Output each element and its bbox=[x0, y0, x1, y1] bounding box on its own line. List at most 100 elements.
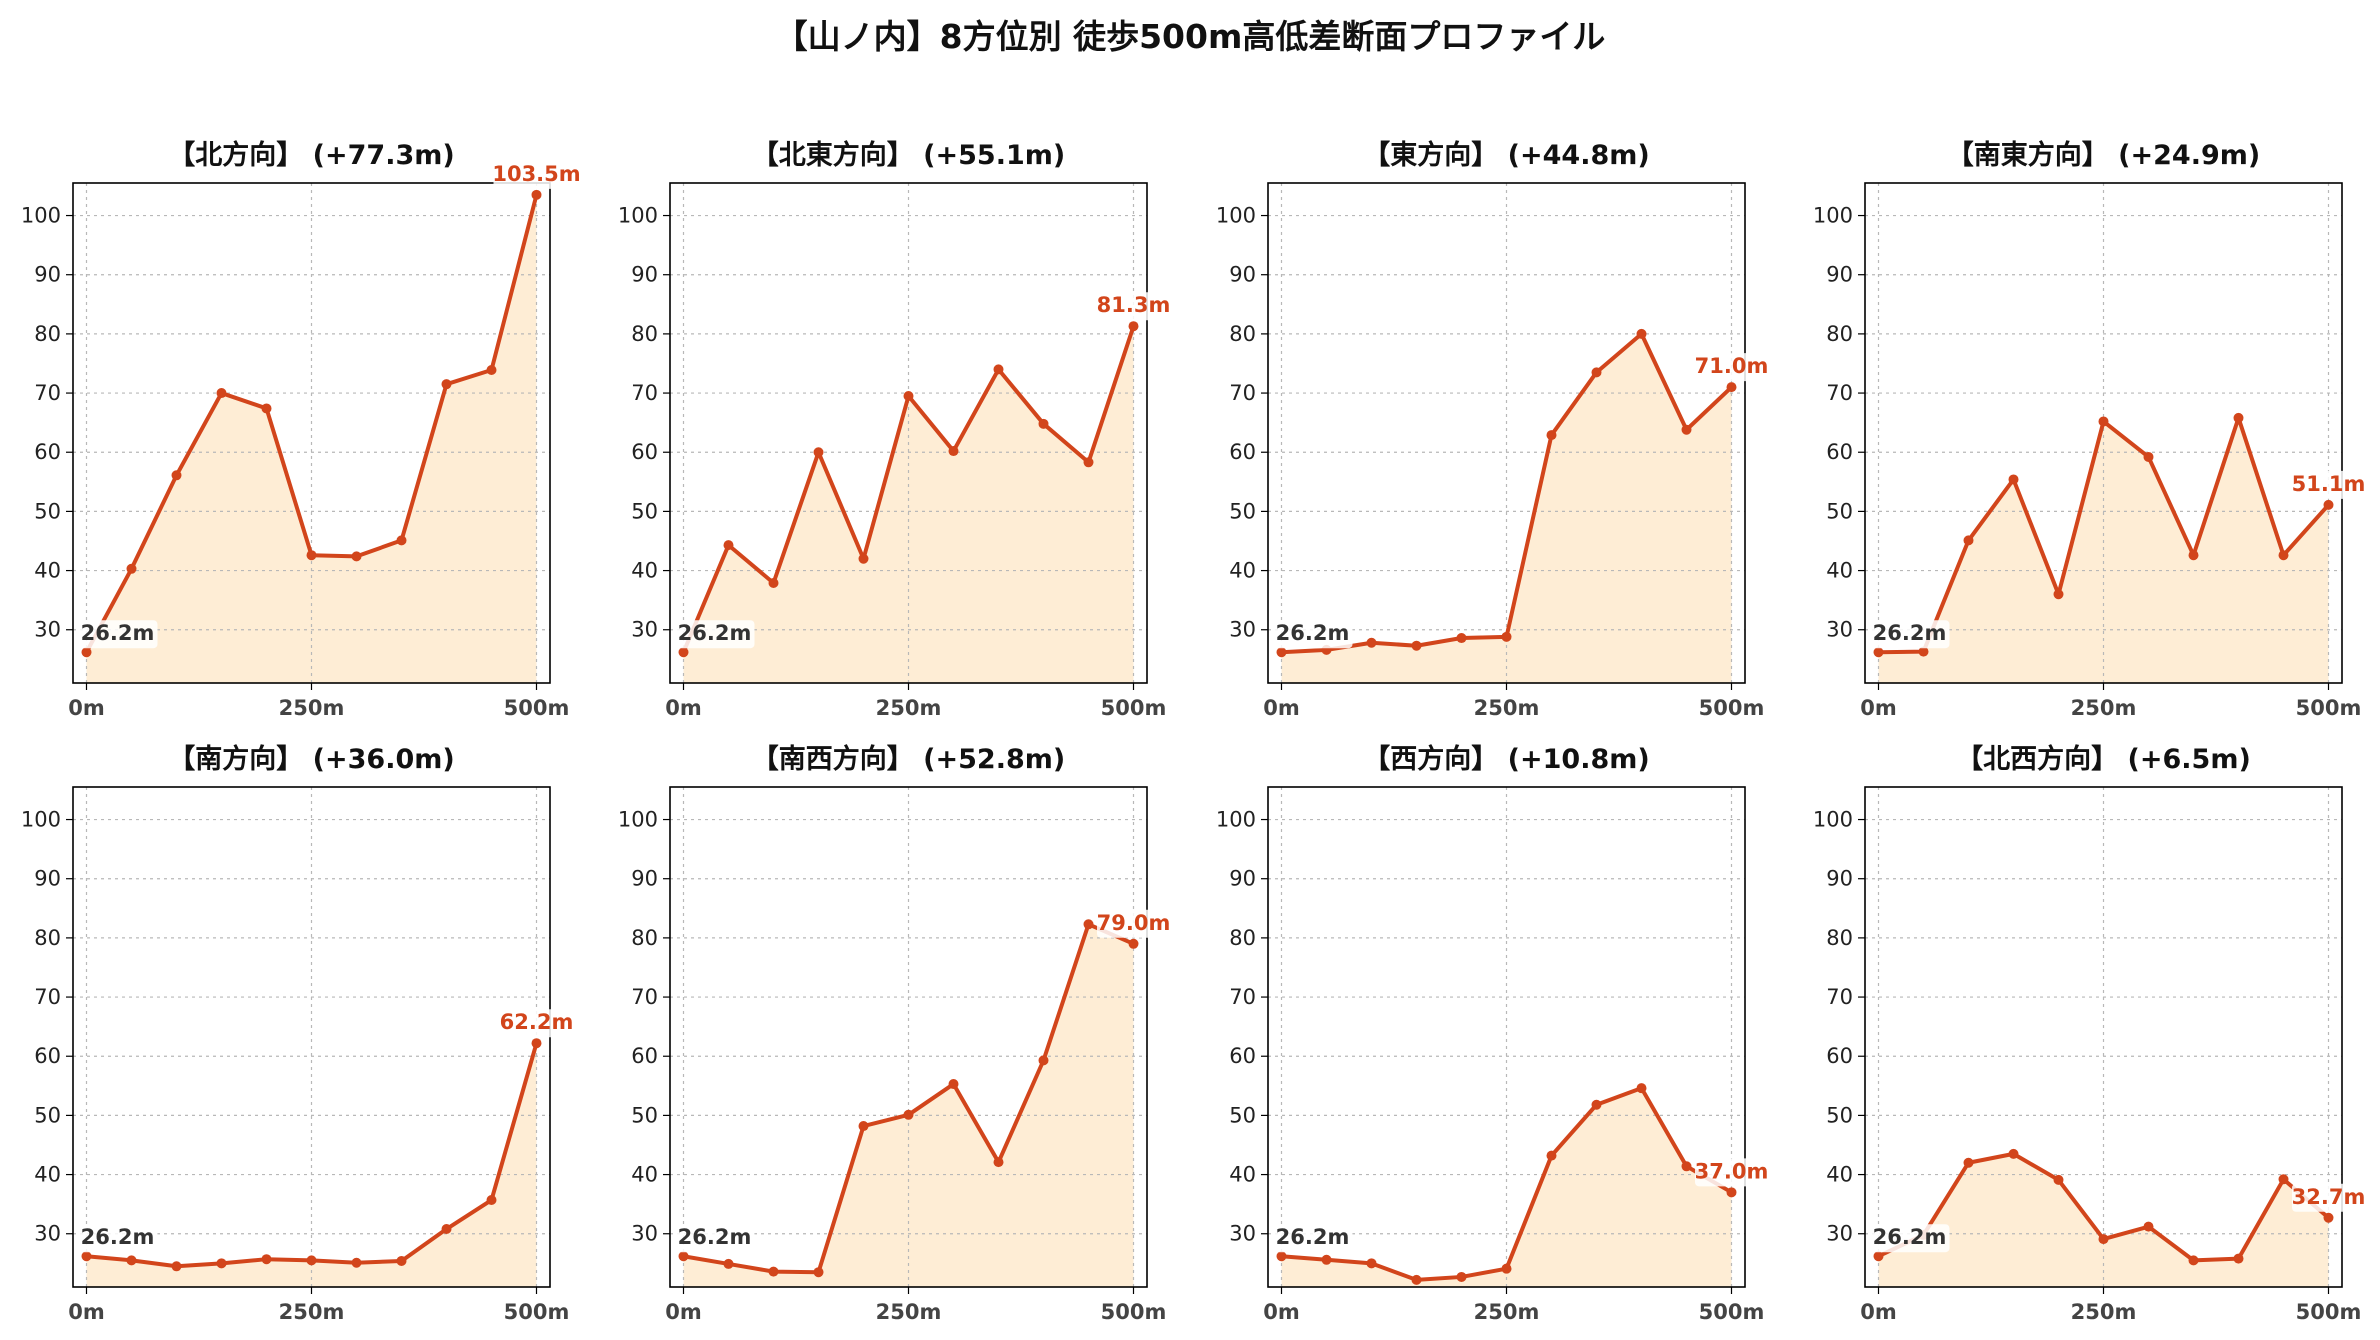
data-point bbox=[1276, 1251, 1287, 1262]
start-label: 26.2m bbox=[81, 621, 155, 645]
data-point bbox=[858, 1121, 869, 1132]
x-tick-label: 250m bbox=[279, 696, 345, 720]
data-point bbox=[351, 1257, 362, 1268]
y-tick-label: 40 bbox=[34, 559, 61, 583]
data-point bbox=[216, 1258, 227, 1269]
start-label: 26.2m bbox=[81, 1225, 155, 1249]
data-point bbox=[813, 1267, 824, 1278]
x-tick-label: 0m bbox=[665, 1300, 702, 1324]
y-tick-label: 60 bbox=[631, 1044, 658, 1068]
y-tick-label: 70 bbox=[1826, 381, 1853, 405]
y-tick-label: 100 bbox=[1813, 204, 1853, 228]
y-tick-label: 70 bbox=[34, 381, 61, 405]
y-tick-label: 90 bbox=[34, 867, 61, 891]
x-tick-label: 500m bbox=[1101, 696, 1167, 720]
data-point bbox=[531, 1038, 542, 1049]
data-point bbox=[1411, 1274, 1422, 1285]
end-label: 71.0m bbox=[1695, 354, 1769, 378]
end-label: 62.2m bbox=[500, 1010, 574, 1034]
area-fill bbox=[1281, 333, 1732, 683]
data-point bbox=[768, 1266, 779, 1277]
start-label-box bbox=[77, 620, 158, 649]
data-point bbox=[441, 379, 452, 390]
y-tick-label: 50 bbox=[631, 499, 658, 523]
y-tick-label: 60 bbox=[1826, 1044, 1853, 1068]
y-tick-label: 100 bbox=[1813, 808, 1853, 832]
data-point bbox=[1501, 631, 1512, 642]
start-label: 26.2m bbox=[1873, 621, 1947, 645]
end-label-box bbox=[1097, 292, 1170, 321]
subplot-3: 30 40 50 60 70 80 90 100 0m 250m 500m 【東方向】 (+44.8m… bbox=[1216, 139, 1768, 720]
y-tick-label: 80 bbox=[631, 322, 658, 346]
y-tick-label: 90 bbox=[1229, 867, 1256, 891]
area-fill bbox=[1878, 1153, 2329, 1287]
data-point bbox=[2053, 1174, 2064, 1185]
y-tick-label: 90 bbox=[1229, 263, 1256, 287]
data-point bbox=[306, 1255, 317, 1266]
data-point bbox=[171, 1261, 182, 1272]
start-label-box bbox=[674, 1224, 755, 1253]
data-point bbox=[1591, 367, 1602, 378]
data-point bbox=[486, 364, 497, 375]
x-tick-label: 500m bbox=[2296, 696, 2362, 720]
data-point bbox=[768, 578, 779, 588]
data-point bbox=[2053, 589, 2064, 600]
x-tick-label: 0m bbox=[68, 696, 105, 720]
y-tick-label: 70 bbox=[631, 985, 658, 1009]
data-point bbox=[678, 1251, 689, 1262]
data-point bbox=[531, 189, 542, 200]
x-tick-label: 250m bbox=[2071, 1300, 2137, 1324]
data-point bbox=[1726, 1187, 1737, 1198]
end-label-box bbox=[500, 1009, 573, 1038]
x-tick-label: 250m bbox=[1474, 1300, 1540, 1324]
subplot-5: 30 40 50 60 70 80 90 100 0m 250m 500m 【南方向】 (+36.0m… bbox=[21, 743, 573, 1324]
y-tick-label: 80 bbox=[1229, 322, 1256, 346]
data-point bbox=[1456, 1271, 1467, 1282]
end-label: 51.1m bbox=[2292, 472, 2366, 496]
y-tick-label: 60 bbox=[1229, 1044, 1256, 1068]
data-point bbox=[1681, 424, 1692, 435]
x-tick-label: 500m bbox=[1101, 1300, 1167, 1324]
y-tick-label: 100 bbox=[618, 204, 658, 228]
end-label: 103.5m bbox=[492, 162, 580, 186]
start-label-box bbox=[674, 620, 755, 649]
y-tick-label: 70 bbox=[1229, 381, 1256, 405]
data-point bbox=[678, 647, 689, 658]
data-point bbox=[2098, 1234, 2109, 1245]
x-tick-label: 500m bbox=[1699, 1300, 1765, 1324]
y-tick-label: 40 bbox=[1229, 559, 1256, 583]
y-tick-label: 30 bbox=[1826, 618, 1853, 642]
data-point bbox=[1128, 938, 1139, 949]
x-tick-label: 250m bbox=[876, 696, 942, 720]
start-label: 26.2m bbox=[678, 621, 752, 645]
area-fill bbox=[683, 326, 1134, 683]
data-point bbox=[486, 1195, 497, 1206]
y-tick-label: 80 bbox=[34, 926, 61, 950]
data-point bbox=[948, 1079, 959, 1090]
subplot-title: 【南西方向】 (+52.8m) bbox=[752, 743, 1065, 775]
end-label-box bbox=[1695, 353, 1768, 382]
y-tick-label: 100 bbox=[21, 204, 61, 228]
data-point bbox=[216, 388, 227, 399]
end-label-box bbox=[1097, 909, 1170, 938]
data-point bbox=[126, 1255, 137, 1266]
start-label-box bbox=[1869, 620, 1950, 649]
y-tick-label: 100 bbox=[21, 808, 61, 832]
data-point bbox=[81, 1251, 92, 1262]
data-point bbox=[306, 550, 317, 561]
x-tick-label: 0m bbox=[1860, 696, 1897, 720]
data-point bbox=[993, 1157, 1004, 1168]
y-tick-label: 70 bbox=[1229, 985, 1256, 1009]
data-point bbox=[993, 364, 1004, 375]
y-tick-label: 90 bbox=[631, 263, 658, 287]
data-point bbox=[1636, 1083, 1647, 1094]
data-point bbox=[903, 391, 914, 402]
data-point bbox=[1963, 535, 1974, 546]
y-tick-label: 40 bbox=[1826, 559, 1853, 583]
data-point bbox=[1873, 647, 1884, 658]
data-point bbox=[396, 535, 407, 546]
y-tick-label: 60 bbox=[1826, 440, 1853, 464]
start-label-box bbox=[1869, 1224, 1950, 1253]
data-point bbox=[903, 1109, 914, 1120]
